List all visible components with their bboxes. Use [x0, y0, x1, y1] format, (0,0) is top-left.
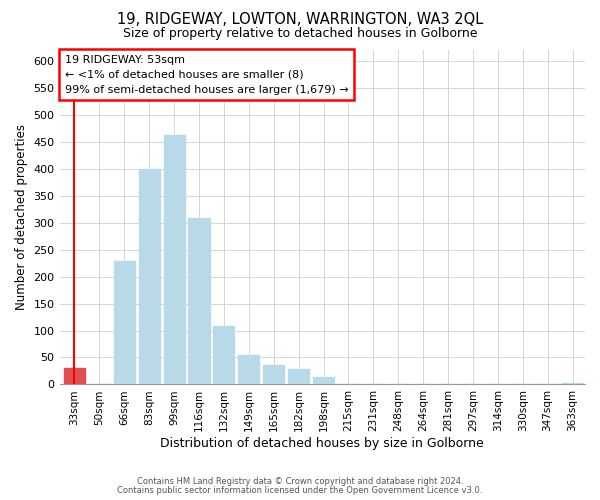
Bar: [114, 262, 135, 384]
Bar: [238, 356, 259, 384]
Text: Contains public sector information licensed under the Open Government Licence v3: Contains public sector information licen…: [118, 486, 482, 495]
Bar: [64, 368, 85, 384]
X-axis label: Distribution of detached houses by size in Golborne: Distribution of detached houses by size …: [160, 437, 484, 450]
Bar: [164, 135, 185, 384]
Text: Contains HM Land Registry data © Crown copyright and database right 2024.: Contains HM Land Registry data © Crown c…: [137, 477, 463, 486]
Text: 19 RIDGEWAY: 53sqm
← <1% of detached houses are smaller (8)
99% of semi-detached: 19 RIDGEWAY: 53sqm ← <1% of detached hou…: [65, 55, 349, 94]
Y-axis label: Number of detached properties: Number of detached properties: [15, 124, 28, 310]
Bar: [214, 326, 235, 384]
Bar: [188, 218, 209, 384]
Bar: [313, 378, 334, 384]
Text: Size of property relative to detached houses in Golborne: Size of property relative to detached ho…: [123, 28, 477, 40]
Bar: [263, 365, 284, 384]
Bar: [139, 168, 160, 384]
Text: 19, RIDGEWAY, LOWTON, WARRINGTON, WA3 2QL: 19, RIDGEWAY, LOWTON, WARRINGTON, WA3 2Q…: [117, 12, 483, 28]
Bar: [288, 369, 309, 384]
